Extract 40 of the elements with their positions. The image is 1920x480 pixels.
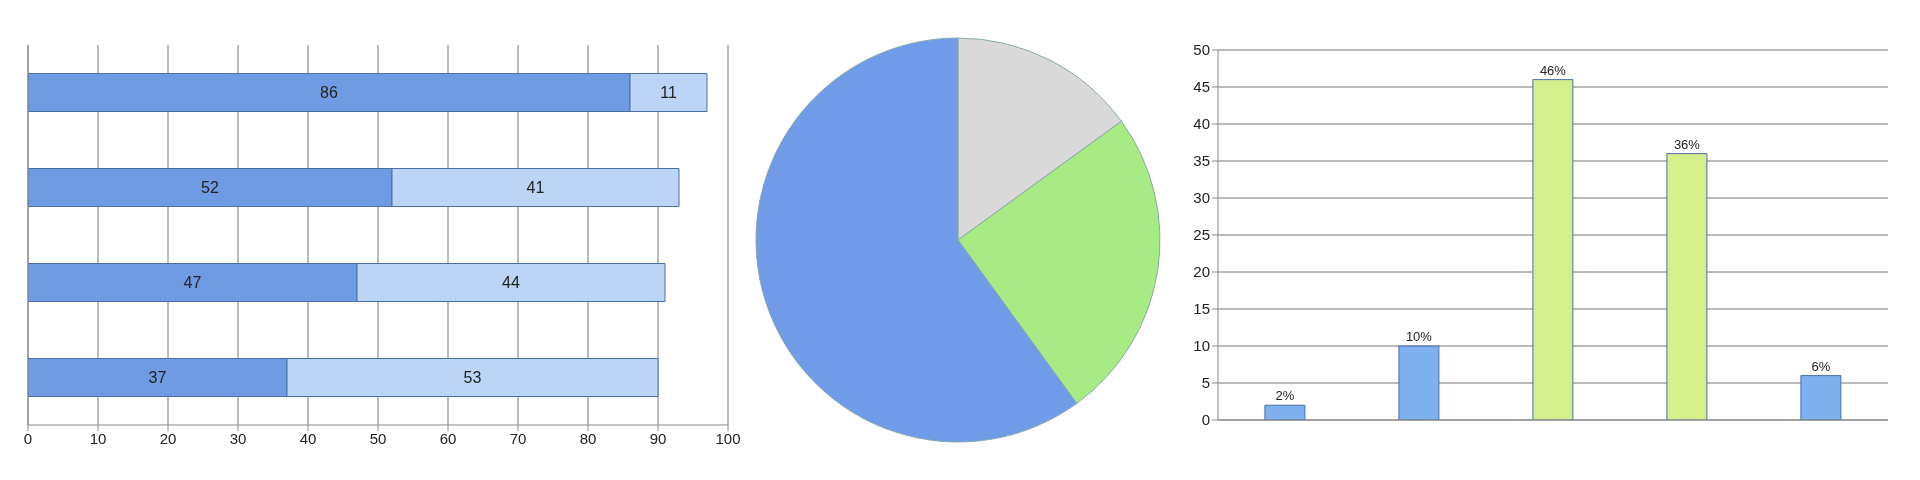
x-tick-label: 80 bbox=[579, 429, 597, 447]
x-tick-label: 60 bbox=[439, 429, 457, 447]
data-label: 46% bbox=[1539, 62, 1567, 78]
x-tick-label: 0 bbox=[23, 429, 33, 447]
y-tick-label: 35 bbox=[1193, 152, 1210, 170]
y-tick-label: 15 bbox=[1193, 300, 1210, 318]
data-label: 52 bbox=[201, 179, 219, 197]
y-tick-label: 0 bbox=[1201, 411, 1210, 429]
y-tick-label: 25 bbox=[1193, 226, 1210, 244]
bar bbox=[1800, 375, 1842, 420]
x-tick-label: 100 bbox=[715, 429, 741, 447]
x-tick-label: 20 bbox=[159, 429, 177, 447]
data-label: 6% bbox=[1811, 358, 1831, 374]
x-tick-label: 10 bbox=[89, 429, 107, 447]
bar bbox=[1264, 404, 1306, 420]
bar bbox=[1398, 345, 1440, 420]
data-label: 10% bbox=[1405, 329, 1433, 344]
data-label: 37 bbox=[148, 369, 167, 387]
data-label: 86 bbox=[320, 84, 338, 102]
data-label: 53 bbox=[463, 369, 482, 387]
y-tick-label: 10 bbox=[1193, 337, 1210, 355]
data-label: 41 bbox=[526, 179, 545, 197]
y-tick-label: 20 bbox=[1193, 263, 1210, 281]
bar bbox=[1666, 153, 1708, 420]
data-label: 47 bbox=[183, 274, 202, 292]
x-tick-label: 90 bbox=[649, 429, 667, 447]
x-tick-label: 40 bbox=[299, 429, 317, 447]
y-tick-label: 50 bbox=[1193, 41, 1210, 59]
x-tick-label: 30 bbox=[229, 429, 247, 447]
y-tick-label: 45 bbox=[1193, 78, 1210, 96]
y-tick-label: 40 bbox=[1193, 115, 1210, 133]
data-label: 44 bbox=[502, 274, 520, 292]
y-tick-label: 5 bbox=[1201, 374, 1210, 392]
bar bbox=[1532, 79, 1574, 420]
y-tick-label: 30 bbox=[1193, 189, 1210, 207]
data-label: 11 bbox=[660, 84, 677, 102]
x-tick-label: 70 bbox=[509, 429, 527, 447]
data-label: 36% bbox=[1673, 136, 1701, 152]
x-tick-label: 50 bbox=[369, 429, 387, 447]
data-label: 2% bbox=[1275, 388, 1295, 404]
